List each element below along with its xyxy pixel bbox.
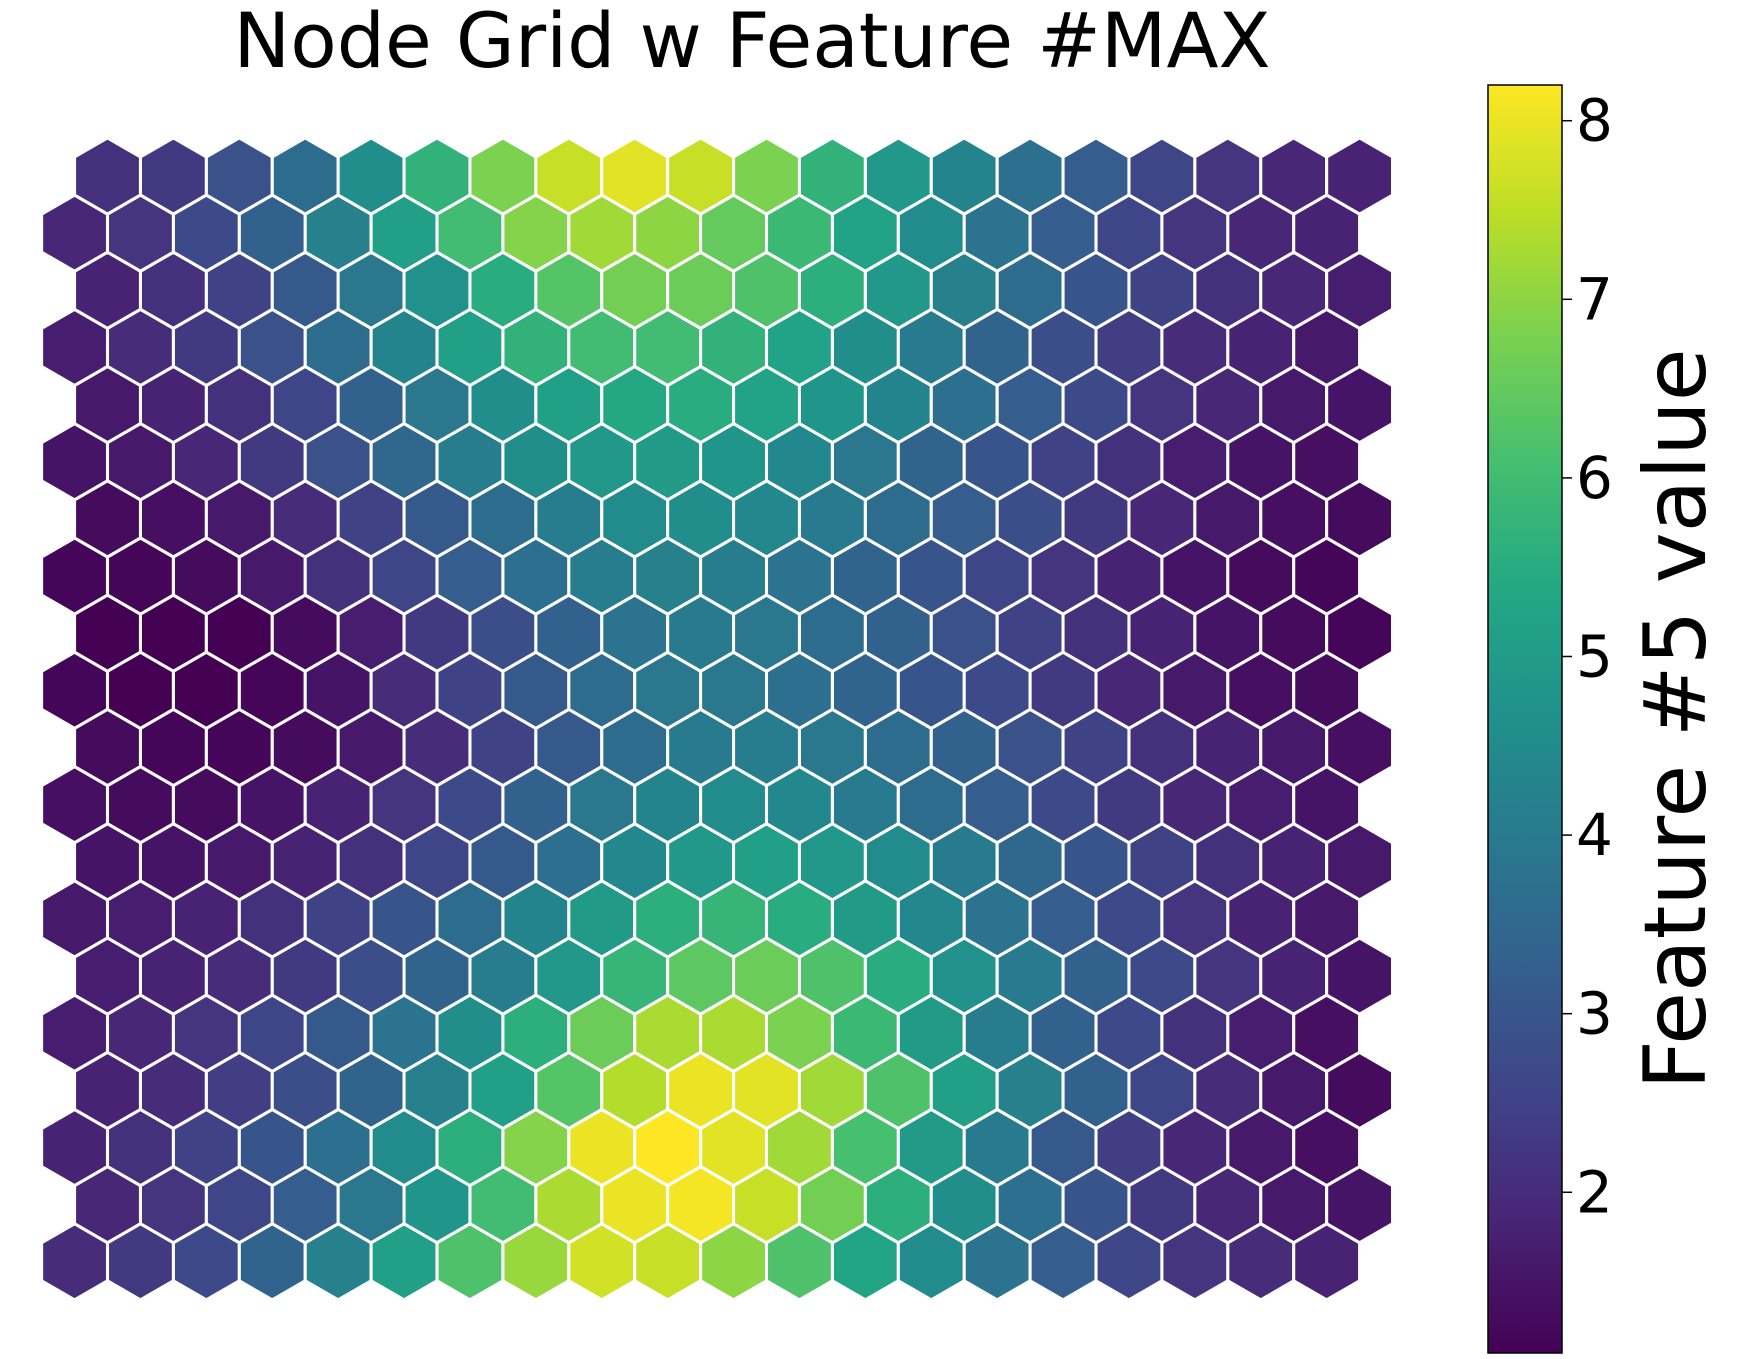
colorbar-tick-label: 4 — [1576, 801, 1613, 869]
colorbar-ticks: 2 3 4 5 6 7 8 — [1562, 87, 1613, 1226]
colorbar-gradient — [1487, 84, 1563, 1354]
colorbar-tick-label: 7 — [1576, 265, 1613, 333]
hex-cell — [1292, 1222, 1362, 1302]
chart-title: Node Grid w Feature #MAX — [233, 0, 1270, 85]
colorbar-label: Feature #5 value — [1626, 348, 1726, 1089]
colorbar: 2 3 4 5 6 7 8 Feature #5 value — [1487, 84, 1726, 1354]
hex-grid — [40, 136, 1395, 1302]
colorbar-tick-label: 2 — [1576, 1158, 1613, 1226]
colorbar-tick-label: 5 — [1576, 622, 1613, 690]
colorbar-tick-label: 6 — [1576, 444, 1613, 512]
colorbar-tick-label: 3 — [1576, 980, 1613, 1048]
colorbar-tick-label: 8 — [1576, 87, 1613, 155]
